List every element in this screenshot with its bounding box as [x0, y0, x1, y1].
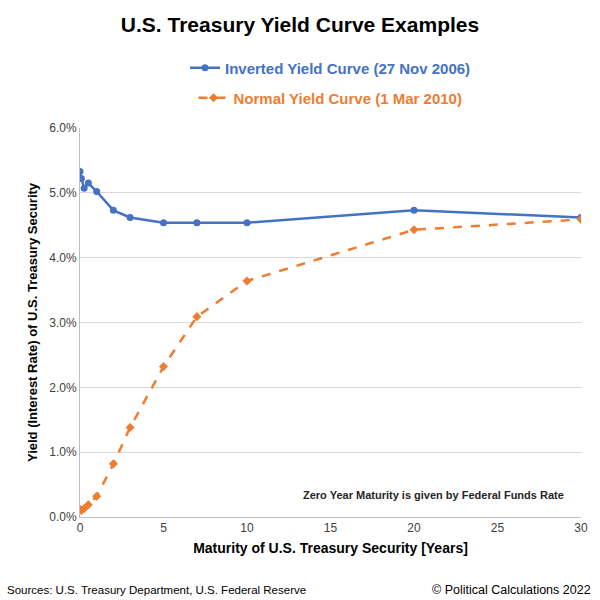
svg-text:6.0%: 6.0% — [49, 121, 77, 135]
svg-text:4.0%: 4.0% — [49, 251, 77, 265]
svg-text:20: 20 — [407, 521, 421, 535]
svg-text:Maturity of U.S. Treasury Secu: Maturity of U.S. Treasury Security [Year… — [193, 540, 468, 556]
svg-text:© Political Calculations 2022: © Political Calculations 2022 — [432, 583, 591, 597]
svg-text:2.0%: 2.0% — [49, 381, 77, 395]
svg-text:Normal Yield Curve (1 Mar 2010: Normal Yield Curve (1 Mar 2010) — [234, 90, 462, 107]
svg-text:1.0%: 1.0% — [49, 445, 77, 459]
svg-text:0: 0 — [77, 521, 84, 535]
svg-text:Inverted Yield Curve (27 Nov 2: Inverted Yield Curve (27 Nov 2006) — [225, 60, 470, 77]
svg-text:10: 10 — [240, 521, 254, 535]
svg-text:3.0%: 3.0% — [49, 316, 77, 330]
svg-text:30: 30 — [574, 521, 588, 535]
svg-text:Sources: U.S. Treasury Departm: Sources: U.S. Treasury Department, U.S. … — [7, 584, 306, 596]
svg-text:U.S. Treasury Yield Curve Exam: U.S. Treasury Yield Curve Examples — [121, 13, 479, 36]
svg-text:25: 25 — [491, 521, 505, 535]
svg-text:5: 5 — [160, 521, 167, 535]
svg-text:Yield (Interest Rate) of U.S.: Yield (Interest Rate) of U.S. Treasury S… — [25, 182, 40, 462]
svg-text:15: 15 — [324, 521, 338, 535]
svg-text:Zero Year Maturity is given by: Zero Year Maturity is given by Federal F… — [303, 489, 564, 501]
svg-text:5.0%: 5.0% — [49, 186, 77, 200]
svg-text:0.0%: 0.0% — [49, 510, 77, 524]
